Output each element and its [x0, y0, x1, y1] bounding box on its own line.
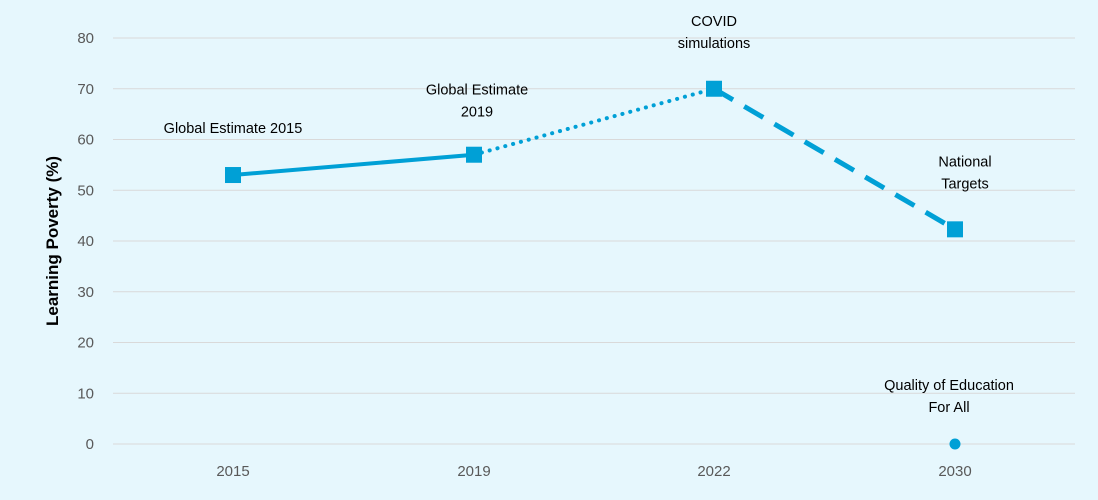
series-line-dotted: [472, 86, 716, 157]
y-tick-label: 20: [77, 335, 94, 352]
annotation-line: Global Estimate 2015: [164, 121, 303, 137]
data-point-2022: [706, 80, 722, 97]
data-point-2019: [466, 146, 482, 163]
series-markers: [225, 80, 963, 450]
annotation-line: simulations: [678, 36, 751, 52]
y-tick-label: 60: [77, 132, 94, 149]
gridlines: [113, 37, 1075, 445]
data-point-2030-circle: [949, 438, 961, 450]
y-tick-label: 10: [77, 385, 94, 402]
y-tick-label: 80: [77, 30, 94, 47]
annotation-line: For All: [928, 400, 969, 416]
annotation-line: Global Estimate: [426, 83, 528, 99]
annotation-label: COVID simulations: [678, 14, 751, 52]
x-tick-labels: 2015 2019 2022 2030: [216, 463, 971, 480]
series-lines: [232, 86, 957, 232]
x-tick-label: 2022: [697, 463, 730, 480]
y-tick-label: 70: [77, 81, 94, 98]
x-tick-label: 2015: [216, 463, 249, 480]
annotation-line: Targets: [941, 176, 989, 192]
annotation-label: National Targets: [938, 154, 991, 192]
series-line-solid: [232, 152, 475, 178]
x-tick-label: 2019: [457, 463, 490, 480]
annotation-line: Quality of Education: [884, 378, 1014, 394]
data-point-2015: [225, 167, 241, 184]
y-axis-title: Learning Poverty (%): [43, 156, 62, 326]
x-tick-label: 2030: [938, 463, 971, 480]
annotation-line: National: [938, 154, 991, 170]
annotations: Global Estimate 2015 Global Estimate 2019 C…: [164, 14, 1014, 416]
annotation-label: Global Estimate 2019: [426, 83, 528, 121]
y-tick-label: 30: [77, 284, 94, 301]
y-tick-labels: 0 10 20 30 40 50 60 70 80: [77, 30, 94, 453]
annotation-line: COVID: [691, 14, 737, 30]
y-tick-label: 50: [77, 182, 94, 199]
annotation-line: 2019: [461, 105, 493, 121]
data-point-2030: [947, 221, 963, 238]
y-tick-label: 40: [77, 233, 94, 250]
y-tick-label: 0: [86, 436, 94, 453]
series-line-dashed: [712, 86, 957, 232]
annotation-label: Quality of Education For All: [884, 378, 1014, 416]
annotation-label: Global Estimate 2015: [164, 121, 303, 137]
